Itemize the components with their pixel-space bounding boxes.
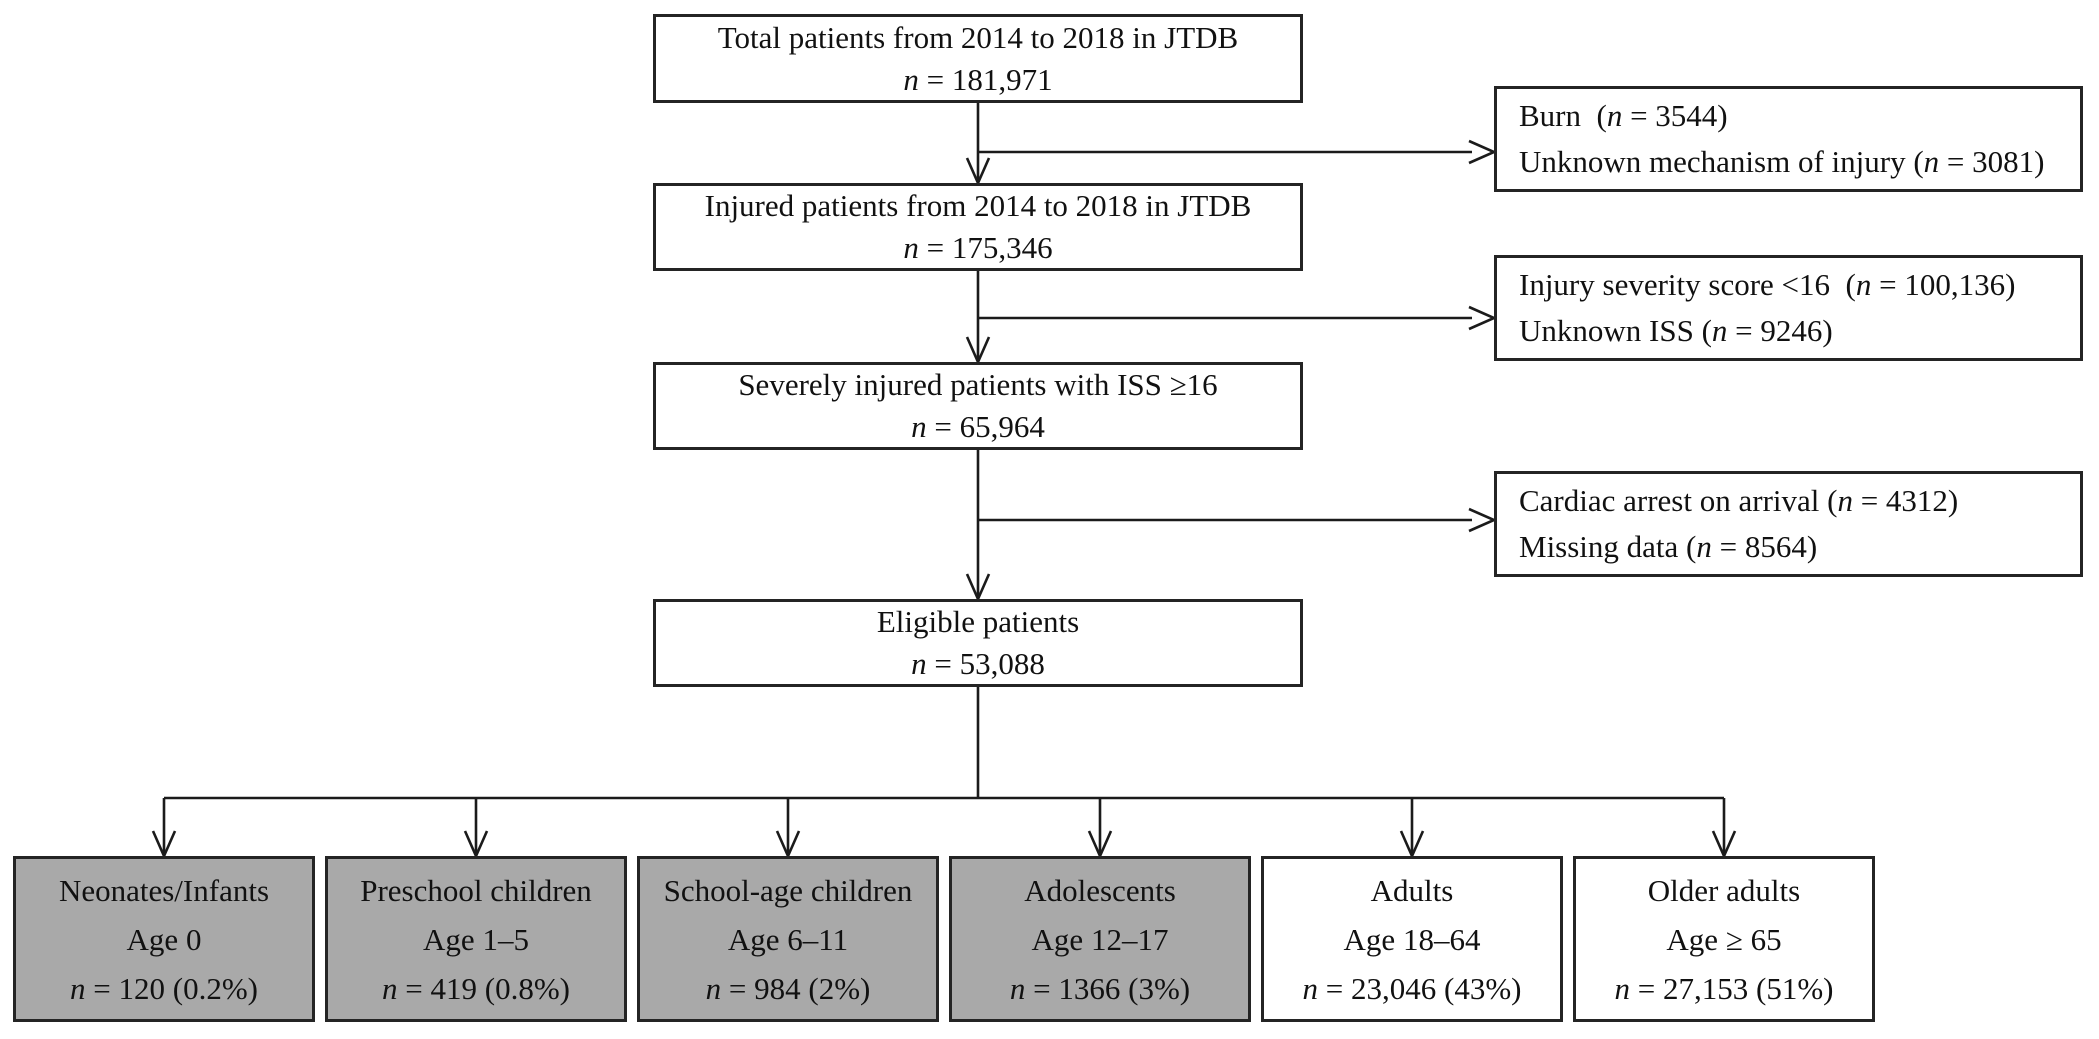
count-value: = 53,088: [926, 646, 1045, 681]
age-group-label: Preschool children: [360, 872, 592, 908]
age-count: n = 419 (0.8%): [382, 964, 570, 1013]
exclusion-text: Injury severity score <16 (: [1519, 267, 1856, 302]
count-value: = 175,346: [918, 230, 1053, 265]
box-eligible-patients: Eligible patients n = 53,088: [653, 599, 1303, 687]
exclusion-count: = 100,136): [1871, 267, 2016, 302]
exclusion-count: = 4312): [1852, 483, 1959, 518]
box-count: n = 175,346: [903, 227, 1052, 269]
arrow-to-adolescents: [1087, 798, 1113, 860]
exclusion-line: Cardiac arrest on arrival (n = 4312): [1519, 478, 1958, 524]
n-symbol: n: [1711, 313, 1728, 348]
box-injured-patients: Injured patients from 2014 to 2018 in JT…: [653, 183, 1303, 271]
n-symbol: n: [903, 230, 919, 265]
count-value: = 419 (0.8%): [397, 970, 570, 1006]
arrow-to-exclusion-2: [978, 305, 1498, 331]
age-group-label: Adults: [1370, 872, 1454, 908]
exclusion-line: Missing data (n = 8564): [1519, 524, 1817, 570]
arrow-to-exclusion-1: [978, 139, 1498, 165]
exclusion-line: Burn (n = 3544): [1519, 93, 1728, 139]
exclusion-text: Burn (: [1519, 98, 1607, 133]
n-symbol: n: [903, 61, 919, 97]
box-age-adults: Adults Age 18–64 n = 23,046 (43%): [1261, 856, 1563, 1022]
age-count: n = 1366 (3%): [1010, 964, 1190, 1013]
exclusion-text: Unknown mechanism of injury (: [1519, 144, 1924, 179]
arrow-total-to-injured: [965, 103, 991, 187]
age-count: n = 23,046 (43%): [1303, 964, 1522, 1013]
exclusion-count: = 9246): [1727, 313, 1833, 348]
age-group-label: Adolescents: [1024, 872, 1176, 908]
n-symbol: n: [1855, 267, 1872, 302]
age-group-label: School-age children: [663, 872, 913, 908]
box-count: n = 65,964: [911, 406, 1045, 448]
count-value: = 181,971: [918, 61, 1053, 97]
age-range: Age 18–64: [1343, 921, 1481, 957]
age-group-label: Older adults: [1647, 872, 1801, 908]
box-title: Total patients from 2014 to 2018 in JTDB: [717, 19, 1239, 55]
count-value: = 65,964: [926, 409, 1045, 444]
exclusion-line: Unknown mechanism of injury (n = 3081): [1519, 139, 2044, 185]
age-range: Age 0: [126, 921, 202, 957]
exclusion-text: Cardiac arrest on arrival (: [1519, 483, 1838, 518]
count-value: = 984 (2%): [721, 970, 871, 1006]
count-value: = 23,046 (43%): [1318, 970, 1522, 1006]
exclusion-count: = 8564): [1711, 529, 1818, 564]
age-count: n = 120 (0.2%): [70, 964, 258, 1013]
n-symbol: n: [1614, 970, 1631, 1006]
box-age-older-adults: Older adults Age ≥ 65 n = 27,153 (51%): [1573, 856, 1875, 1022]
age-count: n = 27,153 (51%): [1615, 964, 1834, 1013]
arrow-to-preschool: [463, 798, 489, 860]
n-symbol: n: [382, 970, 398, 1006]
arrow-injured-to-severe: [965, 271, 991, 366]
count-value: = 120 (0.2%): [85, 970, 258, 1006]
box-severely-injured: Severely injured patients with ISS ≥16 n…: [653, 362, 1303, 450]
arrow-severe-to-eligible: [965, 450, 991, 603]
n-symbol: n: [70, 970, 86, 1006]
n-symbol: n: [1696, 529, 1712, 564]
arrow-to-adults: [1399, 798, 1425, 860]
box-count: n = 53,088: [911, 643, 1045, 685]
age-range: Age 1–5: [423, 921, 529, 957]
box-title: Eligible patients: [876, 604, 1080, 639]
n-symbol: n: [911, 409, 927, 444]
arrow-to-school-age: [775, 798, 801, 860]
n-symbol: n: [705, 970, 722, 1006]
arrow-to-older-adults: [1711, 798, 1737, 860]
box-title: Severely injured patients with ISS ≥16: [738, 367, 1218, 402]
arrow-to-exclusion-3: [978, 507, 1498, 533]
box-total-patients: Total patients from 2014 to 2018 in JTDB…: [653, 14, 1303, 103]
n-symbol: n: [1302, 970, 1319, 1006]
age-range: Age 12–17: [1031, 921, 1169, 957]
age-range: Age 6–11: [727, 921, 849, 957]
box-exclusion-cardiac-arrest: Cardiac arrest on arrival (n = 4312) Mis…: [1494, 471, 2083, 577]
arrow-to-neonates: [151, 798, 177, 860]
exclusion-count: = 3544): [1622, 98, 1728, 133]
box-exclusion-iss: Injury severity score <16 (n = 100,136) …: [1494, 255, 2083, 361]
age-group-label: Neonates/Infants: [58, 872, 270, 908]
age-count: n = 984 (2%): [706, 964, 871, 1013]
box-age-adolescents: Adolescents Age 12–17 n = 1366 (3%): [949, 856, 1251, 1022]
n-symbol: n: [1009, 970, 1026, 1006]
branch-rail: [164, 687, 1724, 800]
n-symbol: n: [1923, 144, 1940, 179]
exclusion-line: Unknown ISS (n = 9246): [1519, 308, 1833, 354]
exclusion-line: Injury severity score <16 (n = 100,136): [1519, 262, 2015, 308]
count-value: = 1366 (3%): [1025, 970, 1191, 1006]
box-age-preschool: Preschool children Age 1–5 n = 419 (0.8%…: [325, 856, 627, 1022]
age-range: Age ≥ 65: [1666, 921, 1782, 957]
n-symbol: n: [1837, 483, 1853, 518]
box-exclusion-burn: Burn (n = 3544) Unknown mechanism of inj…: [1494, 86, 2083, 192]
n-symbol: n: [911, 646, 927, 681]
exclusion-count: = 3081): [1939, 144, 2045, 179]
box-title: Injured patients from 2014 to 2018 in JT…: [704, 188, 1252, 223]
exclusion-text: Unknown ISS (: [1519, 313, 1712, 348]
box-age-neonates-infants: Neonates/Infants Age 0 n = 120 (0.2%): [13, 856, 315, 1022]
n-symbol: n: [1606, 98, 1623, 133]
exclusion-text: Missing data (: [1519, 529, 1697, 564]
box-count: n = 181,971: [903, 59, 1052, 101]
box-age-school-age: School-age children Age 6–11 n = 984 (2%…: [637, 856, 939, 1022]
count-value: = 27,153 (51%): [1630, 970, 1834, 1006]
